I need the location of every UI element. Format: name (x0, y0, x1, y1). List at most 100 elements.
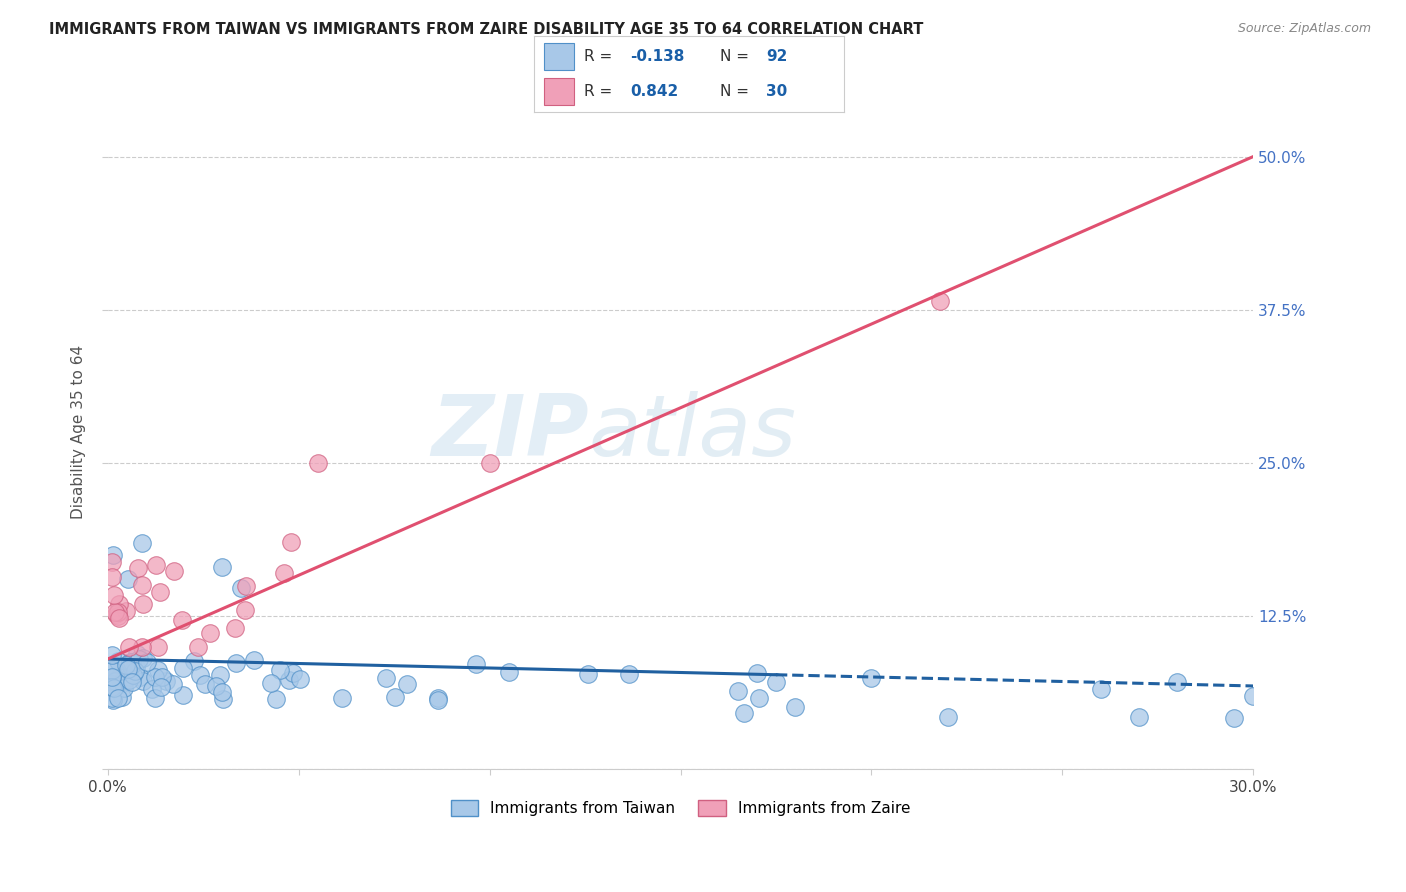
Text: 0.842: 0.842 (630, 84, 679, 99)
Point (100, 555, 122, 569)
Point (269, 663, 291, 677)
Point (141, 681, 163, 696)
Point (136, 655, 159, 669)
Point (114, 662, 136, 676)
Point (374, 671, 396, 685)
Text: 92: 92 (766, 49, 787, 63)
Point (100, 681, 122, 696)
Point (172, 661, 194, 675)
Point (1128, 710, 1150, 724)
Point (860, 671, 883, 685)
Point (131, 535, 153, 549)
Point (162, 677, 184, 691)
Point (233, 603, 256, 617)
Text: R =: R = (583, 84, 617, 99)
Point (100, 680, 122, 694)
Point (127, 647, 149, 661)
Point (100, 661, 122, 675)
Point (1166, 674, 1188, 689)
Point (120, 655, 142, 669)
Point (187, 640, 209, 654)
Point (465, 657, 488, 672)
Point (131, 578, 153, 592)
Point (110, 677, 132, 691)
Point (209, 667, 232, 681)
Point (112, 673, 135, 688)
Text: IMMIGRANTS FROM TAIWAN VS IMMIGRANTS FROM ZAIRE DISABILITY AGE 35 TO 64 CORRELAT: IMMIGRANTS FROM TAIWAN VS IMMIGRANTS FRO… (49, 22, 924, 37)
Point (104, 674, 127, 689)
Point (188, 668, 211, 682)
Point (118, 640, 141, 654)
Point (765, 674, 787, 689)
Text: Source: ZipAtlas.com: Source: ZipAtlas.com (1237, 22, 1371, 36)
Text: R =: R = (583, 49, 617, 63)
Point (107, 691, 129, 706)
Text: N =: N = (720, 49, 754, 63)
Point (112, 681, 135, 696)
Point (172, 613, 194, 627)
Point (145, 558, 167, 572)
Point (107, 609, 129, 624)
Point (100, 691, 122, 706)
Point (273, 566, 295, 580)
Point (162, 564, 184, 578)
Point (121, 668, 143, 682)
Point (107, 606, 129, 620)
Point (384, 690, 406, 704)
Point (103, 548, 125, 562)
Point (132, 651, 155, 665)
Point (747, 666, 769, 681)
Point (929, 294, 952, 309)
Point (132, 674, 155, 689)
Legend: Immigrants from Taiwan, Immigrants from Zaire: Immigrants from Taiwan, Immigrants from … (444, 794, 917, 822)
Point (478, 456, 501, 470)
Point (105, 679, 128, 693)
Point (115, 657, 138, 672)
Point (108, 611, 131, 625)
Point (117, 572, 139, 586)
Point (229, 581, 252, 595)
Text: 30: 30 (766, 84, 787, 99)
Bar (544, 78, 575, 105)
Point (105, 666, 128, 681)
Point (115, 604, 138, 618)
Point (121, 675, 143, 690)
Point (111, 675, 134, 690)
Point (117, 673, 139, 687)
Point (149, 585, 172, 599)
Point (143, 670, 166, 684)
Text: atlas: atlas (589, 391, 797, 474)
Point (103, 588, 125, 602)
Point (100, 648, 122, 662)
Point (235, 579, 257, 593)
Point (100, 664, 122, 678)
Point (498, 665, 520, 680)
Point (127, 561, 149, 575)
Point (280, 535, 302, 549)
Point (143, 691, 166, 706)
Point (172, 689, 194, 703)
Point (124, 664, 146, 678)
Point (108, 597, 131, 611)
Point (264, 691, 287, 706)
Point (132, 597, 155, 611)
Point (104, 606, 127, 620)
Point (120, 658, 142, 673)
Point (100, 677, 122, 691)
Point (281, 666, 304, 681)
Point (101, 693, 124, 707)
Point (733, 706, 755, 720)
Point (100, 570, 122, 584)
Point (125, 660, 148, 674)
Point (225, 656, 247, 670)
Point (118, 670, 141, 684)
Point (783, 699, 806, 714)
Y-axis label: Disability Age 35 to 64: Disability Age 35 to 64 (72, 345, 86, 519)
Point (128, 652, 150, 666)
Point (242, 653, 264, 667)
Point (332, 691, 354, 706)
Text: ZIP: ZIP (432, 391, 589, 474)
Point (576, 666, 599, 681)
Point (194, 677, 217, 691)
Point (307, 456, 329, 470)
